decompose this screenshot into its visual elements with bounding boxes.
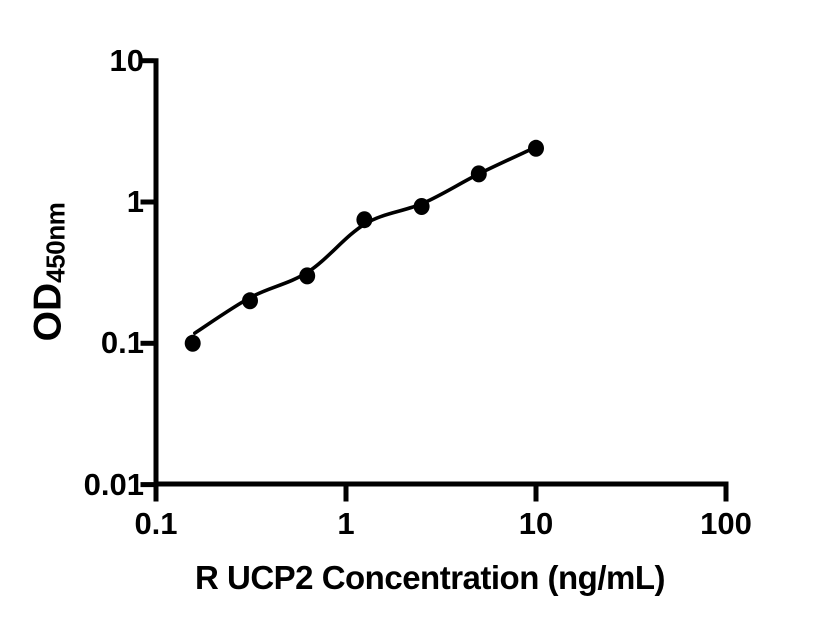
data-point (470, 165, 487, 183)
data-point (413, 198, 430, 215)
x-tick-label: 100 (700, 506, 752, 541)
y-tick-label: 0.01 (83, 466, 144, 502)
x-axis-title: R UCP2 Concentration (ng/mL) (195, 559, 666, 596)
data-points (184, 139, 544, 352)
y-axis-title-main: OD (26, 282, 70, 342)
data-point (356, 211, 373, 229)
data-point (242, 292, 258, 310)
x-tick-label: 1 (337, 506, 355, 541)
axes (140, 58, 729, 502)
y-tick-label: 0.1 (100, 325, 144, 361)
data-point (528, 139, 544, 157)
data-point (184, 334, 201, 352)
data-point (299, 267, 316, 285)
x-tick-label: 0.1 (134, 506, 178, 541)
y-axis-title: OD450nm (27, 203, 72, 342)
x-tick-label: 10 (518, 506, 554, 541)
y-tick-label: 1 (126, 184, 144, 219)
y-tick-label: 10 (109, 42, 144, 78)
y-axis-title-sub: 450nm (40, 202, 71, 283)
